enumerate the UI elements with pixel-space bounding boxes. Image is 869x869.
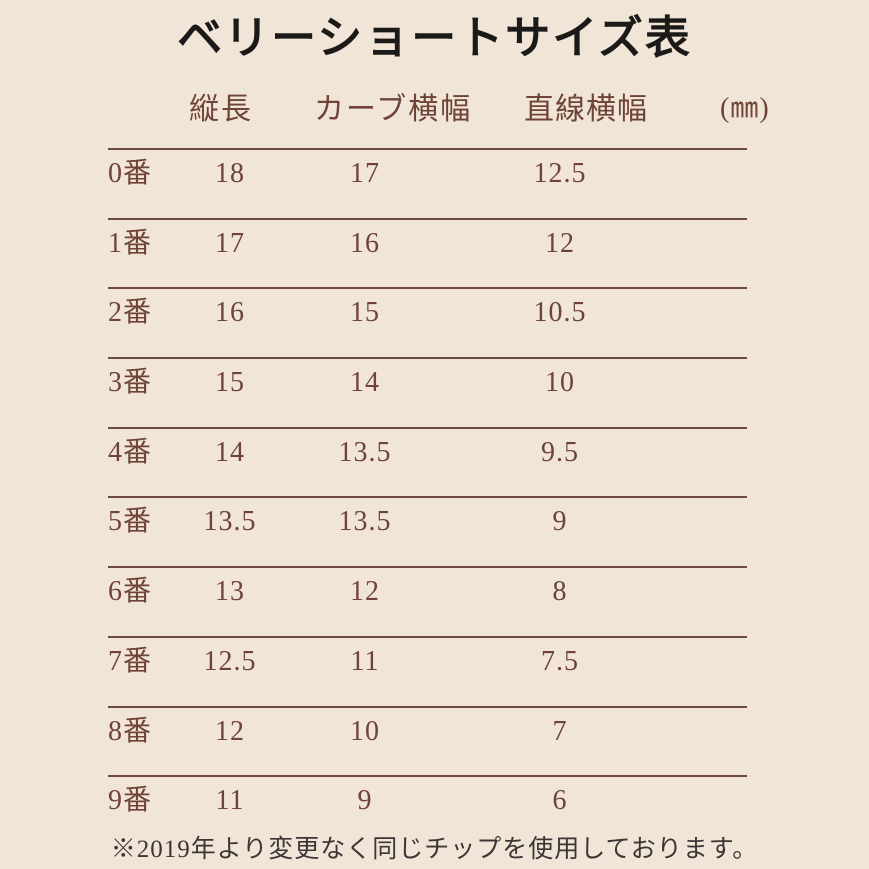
- table-row: 5番 13.5 13.5 9: [108, 496, 747, 566]
- cell-curve-width: 10: [350, 715, 380, 747]
- column-header-curve-width: カーブ横幅: [314, 93, 473, 126]
- cell-length: 13: [215, 576, 245, 608]
- row-label: 8番: [108, 715, 153, 747]
- table-row: 8番 12 10 7: [108, 705, 747, 776]
- row-label: 0番: [108, 158, 153, 189]
- cell-curve-width: 11: [350, 645, 380, 677]
- table-row: 9番 11 9 6: [108, 775, 747, 845]
- table-header-row: 縦長 カーブ横幅 直線横幅 (㎜): [0, 84, 869, 126]
- cell-curve-width: 15: [350, 297, 380, 329]
- cell-curve-width: 13.5: [338, 436, 392, 468]
- cell-curve-width: 14: [350, 367, 380, 399]
- row-label: 1番: [108, 227, 153, 259]
- cell-straight-width: 10.5: [533, 297, 587, 329]
- unit-label: (㎜): [720, 93, 770, 124]
- table-row: 2番 16 15 10.5: [108, 287, 747, 357]
- cell-curve-width: 16: [350, 227, 380, 259]
- row-label: 4番: [108, 436, 153, 468]
- cell-curve-width: 17: [350, 158, 380, 189]
- column-header-straight-width: 直線横幅: [524, 93, 648, 126]
- table-row: 3番 15 14 10: [108, 357, 747, 427]
- table-row: 6番 13 12 8: [108, 566, 747, 636]
- cell-length: 16: [215, 297, 245, 329]
- cell-straight-width: 7.5: [541, 645, 579, 677]
- table-row: 0番 18 17 12.5: [108, 148, 747, 218]
- size-table: 0番 18 17 12.5 1番 17 16 12 2番 16 15 10.5 …: [108, 148, 747, 845]
- row-label: 2番: [108, 297, 153, 329]
- cell-length: 18: [215, 158, 245, 189]
- cell-straight-width: 12: [545, 227, 575, 259]
- cell-length: 13.5: [203, 506, 257, 538]
- cell-straight-width: 8: [552, 576, 568, 608]
- cell-curve-width: 13.5: [338, 506, 392, 538]
- table-row: 4番 14 13.5 9.5: [108, 426, 747, 497]
- table-row: 7番 12.5 11 7.5: [108, 635, 747, 706]
- cell-length: 12.5: [203, 645, 257, 677]
- cell-straight-width: 10: [545, 367, 575, 399]
- row-label: 7番: [108, 645, 153, 677]
- table-row: 1番 17 16 12: [108, 217, 747, 288]
- cell-straight-width: 12.5: [533, 158, 587, 189]
- row-label: 9番: [108, 785, 153, 817]
- cell-length: 17: [215, 227, 245, 259]
- cell-curve-width: 12: [350, 576, 380, 608]
- column-header-length: 縦長: [189, 93, 253, 126]
- cell-length: 11: [215, 785, 245, 817]
- cell-straight-width: 9.5: [541, 436, 579, 468]
- row-label: 5番: [108, 506, 153, 538]
- cell-length: 12: [215, 715, 245, 747]
- cell-straight-width: 6: [552, 785, 568, 817]
- cell-straight-width: 7: [552, 715, 568, 747]
- row-label: 3番: [108, 367, 153, 399]
- row-label: 6番: [108, 576, 153, 608]
- cell-length: 15: [215, 367, 245, 399]
- page-title: ベリーショートサイズ表: [177, 12, 692, 63]
- footnote: ※2019年より変更なく同じチップを使用しております。: [110, 836, 759, 863]
- cell-curve-width: 9: [357, 785, 373, 817]
- cell-length: 14: [215, 436, 245, 468]
- cell-straight-width: 9: [552, 506, 568, 538]
